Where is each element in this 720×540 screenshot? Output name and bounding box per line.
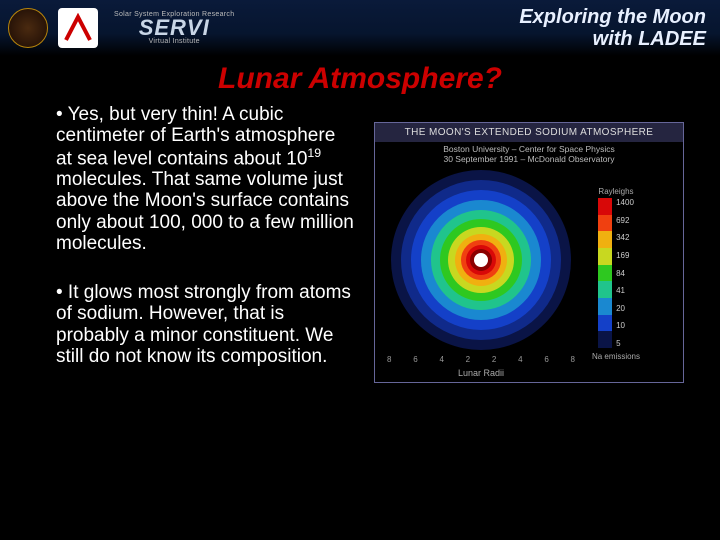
nasa-mission-patch-icon (8, 8, 48, 48)
figure-subtitle-2: 30 September 1991 – McDonald Observatory (443, 154, 614, 164)
para1-post: molecules. That same volume just above t… (56, 169, 354, 254)
colorbar-tick: 1400 (616, 198, 634, 207)
x-tick: 8 (387, 355, 391, 364)
x-tick: 8 (571, 355, 575, 364)
colorbar-tick: 41 (616, 286, 634, 295)
para1-exponent: 19 (307, 146, 321, 160)
colorbar-segment (598, 198, 612, 215)
moon-icon (474, 253, 488, 267)
figure-subtitle-1: Boston University – Center for Space Phy… (443, 144, 615, 154)
colorbar-tick: 20 (616, 304, 634, 313)
header-banner: Solar System Exploration Research SERVI … (0, 0, 720, 56)
colorbar-labels: 1400 692 342 169 84 41 20 10 5 (616, 198, 634, 348)
servi-text: SERVI (139, 18, 210, 38)
colorbar-tick: 169 (616, 251, 634, 260)
figure-subtitle: Boston University – Center for Space Phy… (375, 142, 683, 168)
sodium-heatmap: 86422468 (381, 170, 581, 350)
x-axis-title: Lunar Radii (458, 368, 504, 378)
x-tick: 2 (466, 355, 470, 364)
colorbar-segment (598, 315, 612, 332)
colorbar-tick: 692 (616, 216, 634, 225)
ames-logo-icon (58, 8, 98, 48)
x-axis-ticks: 8 6 4 2 2 4 6 8 (381, 355, 581, 364)
colorbar-segment (598, 298, 612, 315)
x-tick: 4 (439, 355, 443, 364)
colorbar-footer: Na emissions (592, 352, 640, 361)
servi-subline: Virtual Institute (149, 38, 200, 45)
colorbar-tick: 342 (616, 233, 634, 242)
colorbar-segment (598, 248, 612, 265)
para1-pre: • Yes, but very thin! A cubic centimeter… (56, 104, 335, 169)
colorbar-segment (598, 215, 612, 232)
colorbar-tick: 84 (616, 269, 634, 278)
x-tick: 2 (492, 355, 496, 364)
slide-title: Lunar Atmosphere? (0, 62, 720, 96)
colorbar (598, 198, 612, 348)
banner-title-line2: with LADEE (519, 28, 706, 50)
x-tick: 4 (518, 355, 522, 364)
x-tick: 6 (413, 355, 417, 364)
colorbar-segment (598, 281, 612, 298)
colorbar-tick: 10 (616, 321, 634, 330)
figure-frame: THE MOON'S EXTENDED SODIUM ATMOSPHERE Bo… (374, 122, 684, 383)
slide-body: • Yes, but very thin! A cubic centimeter… (0, 96, 720, 395)
x-tick: 6 (544, 355, 548, 364)
banner-title-line1: Exploring the Moon (519, 6, 706, 28)
figure-title: THE MOON'S EXTENDED SODIUM ATMOSPHERE (375, 123, 683, 142)
colorbar-segment (598, 265, 612, 282)
colorbar-segment (598, 231, 612, 248)
colorbar-wrap: 1400 692 342 169 84 41 20 10 5 (598, 198, 634, 348)
figure-body: 8 6 4 2 2 4 6 8 Lunar Radii Rayleighs 1400 692 34… (375, 168, 683, 382)
slide: Solar System Exploration Research SERVI … (0, 0, 720, 540)
sodium-atmosphere-figure: THE MOON'S EXTENDED SODIUM ATMOSPHERE Bo… (374, 122, 684, 395)
paragraph-1: • Yes, but very thin! A cubic centimeter… (56, 104, 356, 254)
banner-logo-group: Solar System Exploration Research SERVI … (8, 8, 234, 48)
paragraph-2: • It glows most strongly from atoms of s… (56, 282, 356, 367)
servi-logo: Solar System Exploration Research SERVI … (114, 11, 234, 45)
colorbar-column: Rayleighs 1400 692 342 169 84 41 20 10 5 Na emis… (581, 187, 651, 361)
colorbar-title: Rayleighs (598, 187, 633, 196)
colorbar-tick: 5 (616, 339, 634, 348)
banner-title: Exploring the Moon with LADEE (519, 6, 712, 50)
text-column: • Yes, but very thin! A cubic centimeter… (56, 104, 356, 395)
colorbar-segment (598, 331, 612, 348)
